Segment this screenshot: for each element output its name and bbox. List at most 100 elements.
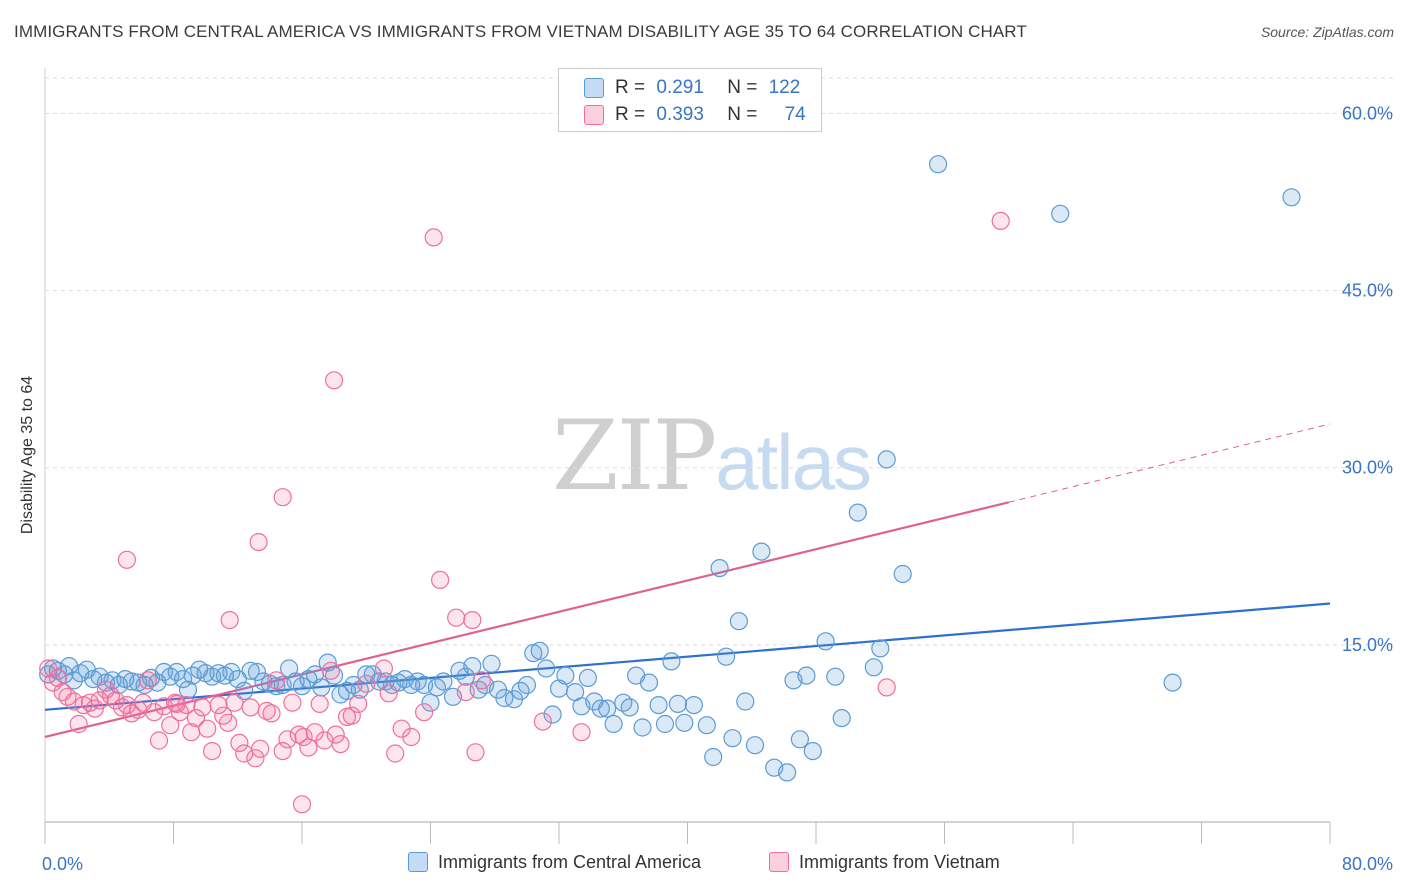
- point-vietnam: [321, 661, 340, 680]
- legend-swatch-pink: [584, 105, 604, 125]
- point-central-america: [59, 656, 79, 676]
- point-vietnam: [48, 668, 68, 688]
- point-vietnam: [193, 698, 212, 717]
- trend-line-vietnam-extension: [1008, 423, 1331, 503]
- point-vietnam: [466, 743, 485, 762]
- point-central-america: [832, 708, 851, 728]
- trend-line-vietnam: [44, 501, 1010, 739]
- watermark-zip: ZIP: [552, 400, 717, 512]
- point-central-america: [816, 632, 835, 651]
- point-vietnam: [219, 713, 238, 732]
- point-central-america: [421, 693, 440, 712]
- point-vietnam: [424, 228, 443, 247]
- point-central-america: [241, 661, 260, 680]
- point-central-america: [543, 705, 562, 724]
- series-swatch-blue: [408, 852, 428, 872]
- point-vietnam: [198, 719, 217, 738]
- point-vietnam: [220, 610, 239, 630]
- point-vietnam: [273, 488, 292, 507]
- point-central-america: [704, 747, 723, 767]
- legend-blue-r-label: R =: [615, 77, 646, 98]
- point-vietnam: [249, 532, 268, 552]
- point-vietnam: [472, 671, 491, 690]
- y-tick-label: 15.0%: [1342, 635, 1393, 655]
- point-central-america: [292, 677, 312, 696]
- point-central-america: [928, 155, 948, 174]
- point-central-america: [604, 714, 623, 734]
- point-central-america: [745, 736, 765, 755]
- point-vietnam: [177, 695, 196, 715]
- point-vietnam: [257, 701, 276, 721]
- point-central-america: [235, 681, 254, 701]
- axes: [44, 68, 1331, 844]
- legend-blue-n-value: 122: [768, 77, 801, 98]
- point-central-america: [668, 694, 688, 714]
- point-vietnam: [230, 733, 249, 753]
- point-vietnam: [415, 703, 434, 722]
- chart-title: IMMIGRANTS FROM CENTRAL AMERICA VS IMMIG…: [14, 22, 1027, 41]
- point-central-america: [64, 671, 84, 690]
- point-vietnam: [310, 694, 329, 714]
- watermark-atlas: atlas: [715, 418, 872, 506]
- point-vietnam: [64, 692, 84, 711]
- point-central-america: [723, 729, 742, 748]
- point-vietnam: [209, 695, 228, 715]
- point-central-america: [649, 695, 668, 715]
- point-central-america: [247, 662, 267, 682]
- point-central-america: [893, 564, 912, 584]
- point-central-america: [178, 680, 198, 699]
- point-vietnam: [241, 698, 260, 717]
- point-central-america: [530, 641, 549, 660]
- point-central-america: [1051, 204, 1070, 223]
- point-central-america: [1282, 188, 1301, 207]
- point-vietnam: [326, 725, 345, 744]
- point-vietnam: [246, 749, 265, 768]
- point-central-america: [633, 718, 652, 737]
- point-vietnam: [877, 678, 896, 697]
- point-vietnam: [39, 659, 58, 678]
- point-central-america: [639, 673, 659, 692]
- point-vietnam: [186, 708, 206, 728]
- point-vietnam: [379, 684, 398, 703]
- series-name-pink: Immigrants from Vietnam: [799, 852, 1000, 872]
- point-central-america: [434, 672, 453, 691]
- point-central-america: [517, 675, 537, 695]
- point-central-america: [803, 741, 822, 761]
- point-vietnam: [342, 706, 361, 725]
- point-vietnam: [267, 671, 286, 690]
- point-vietnam: [325, 371, 344, 390]
- point-vietnam: [117, 550, 137, 569]
- point-central-america: [267, 677, 286, 696]
- point-central-america: [495, 688, 514, 708]
- point-central-america: [675, 713, 694, 732]
- legend-pink-r-label: R =: [615, 104, 646, 125]
- legend-pink-n-label: N =: [727, 104, 758, 125]
- point-vietnam: [292, 795, 312, 814]
- correlation-legend: R = 0.291 N = 122 R = 0.393 N = 74: [558, 68, 822, 132]
- data-points: [39, 155, 1301, 814]
- point-central-america: [729, 612, 749, 631]
- point-central-america: [864, 658, 883, 677]
- series-name-blue: Immigrants from Central America: [438, 852, 702, 872]
- legend-blue-n-label: N =: [727, 77, 758, 98]
- point-vietnam: [533, 712, 553, 731]
- point-vietnam: [463, 610, 482, 630]
- point-central-america: [482, 654, 501, 673]
- point-vietnam: [69, 714, 88, 734]
- point-central-america: [655, 714, 675, 734]
- point-central-america: [662, 652, 681, 671]
- y-tick-label: 45.0%: [1342, 281, 1393, 301]
- watermark: ZIPatlas: [552, 400, 872, 512]
- point-central-america: [710, 558, 729, 578]
- point-central-america: [228, 669, 247, 689]
- point-vietnam: [167, 694, 186, 714]
- y-tick-label: 30.0%: [1342, 458, 1393, 478]
- point-vietnam: [991, 211, 1010, 230]
- point-vietnam: [149, 731, 169, 750]
- point-central-america: [752, 542, 771, 561]
- point-vietnam: [106, 691, 125, 710]
- point-central-america: [222, 662, 241, 682]
- point-vietnam: [203, 741, 222, 761]
- point-vietnam: [225, 693, 244, 712]
